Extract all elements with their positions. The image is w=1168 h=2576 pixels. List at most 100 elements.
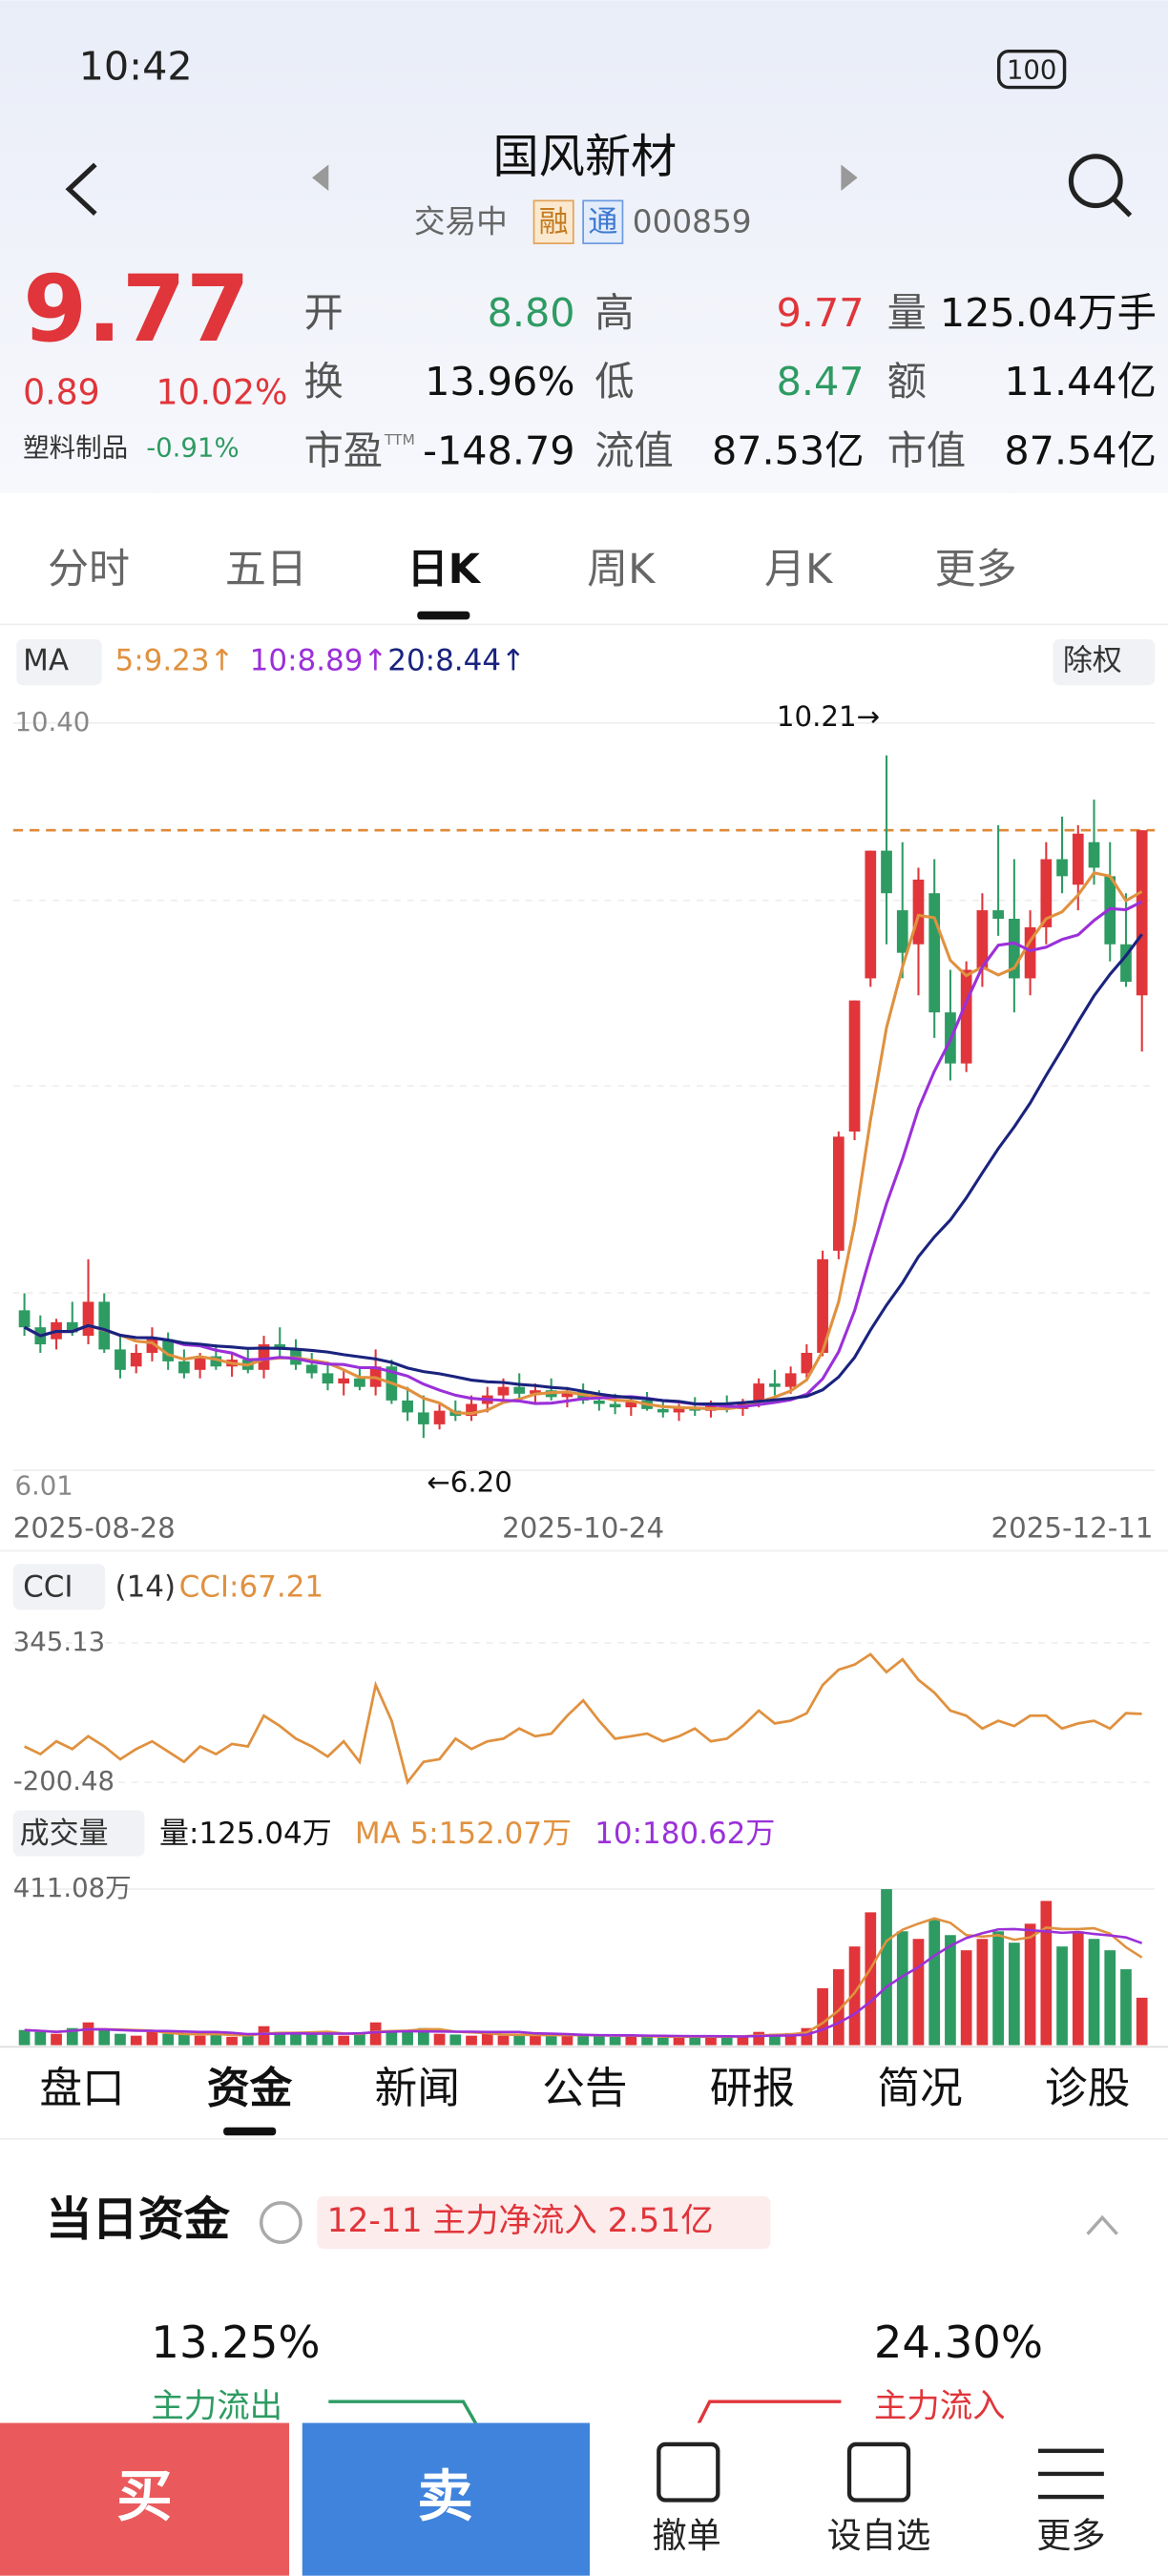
- vol-item: MA 5:152.07万: [355, 1817, 572, 1851]
- buy-button[interactable]: [0, 2422, 289, 2576]
- top-bg: [0, 0, 1168, 493]
- subtab[interactable]: 资金: [207, 2063, 293, 2113]
- volume-bar: [481, 2033, 493, 2046]
- candle-body: [784, 1373, 797, 1387]
- volume-bar: [98, 2029, 111, 2046]
- field-label: 量: [887, 290, 927, 336]
- field-sup: TTM: [384, 431, 415, 448]
- change-pct: 10.02%: [156, 371, 288, 412]
- field-label: 低: [594, 359, 634, 405]
- volume-bar: [305, 2034, 318, 2046]
- candle-body: [1056, 859, 1068, 877]
- collapse[interactable]: [1086, 2214, 1118, 2235]
- ma-select[interactable]: [16, 639, 102, 686]
- subtab-indicator: [223, 2127, 277, 2136]
- vol-tick-label: 411.08万: [13, 1873, 132, 1903]
- candle-body: [1136, 830, 1148, 996]
- candle-body: [402, 1400, 413, 1413]
- volume-bar: [34, 2031, 47, 2046]
- tab[interactable]: 五日: [225, 546, 307, 593]
- candle-body: [18, 1310, 31, 1328]
- volume-bar: [1056, 1946, 1068, 2046]
- tab[interactable]: 更多: [935, 546, 1017, 593]
- volume-bar: [817, 1987, 828, 2046]
- volume-bar: [594, 2036, 605, 2046]
- subtab[interactable]: 盘口: [39, 2063, 125, 2113]
- volume-bar: [210, 2033, 222, 2046]
- candle-body: [1009, 918, 1020, 979]
- subtab[interactable]: 研报: [710, 2063, 796, 2113]
- back-button[interactable]: [65, 162, 97, 217]
- volume-bar: [976, 1939, 989, 2046]
- volume-bar: [832, 1969, 845, 2046]
- ma-line: [23, 871, 1143, 1416]
- search-handle: [1112, 197, 1133, 218]
- volume-bar: [18, 2029, 31, 2046]
- next-stock[interactable]: [841, 164, 858, 192]
- vol-select[interactable]: [12, 1810, 145, 1857]
- volume-bar: [466, 2035, 477, 2046]
- subtab[interactable]: 简况: [877, 2063, 962, 2113]
- volume-bar: [992, 1931, 1004, 2046]
- watch-icon[interactable]: [846, 2441, 911, 2503]
- stock-code: 000859: [633, 203, 752, 239]
- tab[interactable]: 月K: [764, 546, 834, 593]
- ma-line: [23, 900, 1143, 1408]
- candle-body: [577, 1392, 589, 1401]
- candle-body: [258, 1344, 270, 1370]
- action-label[interactable]: 更多: [1036, 2515, 1105, 2556]
- candle-body: [162, 1339, 175, 1361]
- tag: 融: [539, 205, 569, 239]
- field-value: 87.53亿: [712, 427, 865, 473]
- volume-bar: [130, 2035, 142, 2046]
- change: 0.89: [23, 371, 99, 412]
- candle-body: [609, 1403, 621, 1408]
- tag-bg: [582, 199, 624, 244]
- help-icon[interactable]: [260, 2201, 302, 2244]
- candle-body: [928, 893, 941, 1013]
- badge-bg: [317, 2196, 771, 2250]
- action-label[interactable]: 撤单: [652, 2515, 720, 2556]
- price: 9.77: [23, 256, 250, 363]
- ma-label: MA: [23, 644, 69, 678]
- candle-body: [848, 1000, 861, 1132]
- prev-stock[interactable]: [312, 164, 329, 192]
- volume-bar: [960, 1950, 972, 2046]
- in-line: [697, 2399, 842, 2426]
- candle-body: [753, 1383, 765, 1402]
- volume-bar: [178, 2034, 190, 2046]
- high-label: 10.21→: [777, 700, 880, 733]
- sell-button[interactable]: [302, 2422, 591, 2576]
- candle-body: [497, 1386, 510, 1396]
- ma-item: 5:9.23↑: [115, 644, 235, 678]
- ma-line: [23, 933, 1143, 1406]
- candle-body: [194, 1356, 206, 1370]
- candle-body: [801, 1352, 813, 1374]
- volume-bar: [433, 2033, 446, 2046]
- volume-bar: [258, 2025, 270, 2046]
- tab[interactable]: 日K: [407, 546, 482, 593]
- volume-bar: [82, 2022, 94, 2046]
- candle-body: [817, 1258, 828, 1353]
- action-label[interactable]: 设自选: [827, 2515, 930, 2556]
- adjust-select[interactable]: [1053, 639, 1156, 686]
- tab[interactable]: 分时: [48, 546, 130, 593]
- cci-select[interactable]: [12, 1564, 106, 1610]
- volume-bar: [928, 1920, 941, 2046]
- search-button[interactable]: [1068, 154, 1123, 209]
- cci-tick-label: 345.13: [13, 1627, 105, 1657]
- volume-bar: [769, 2033, 781, 2046]
- more-icon[interactable]: [1038, 2448, 1104, 2500]
- candle-body: [594, 1400, 605, 1404]
- candle-body: [881, 850, 892, 894]
- candle-body: [561, 1392, 574, 1398]
- tag: 通: [588, 205, 617, 239]
- tab[interactable]: 周K: [587, 546, 657, 593]
- candle-body: [530, 1390, 541, 1394]
- volume-bar: [896, 1931, 908, 2046]
- subtab[interactable]: 诊股: [1045, 2063, 1131, 2113]
- subtab[interactable]: 新闻: [375, 2063, 461, 2113]
- cancel-icon[interactable]: [657, 2441, 720, 2503]
- tab-indicator: [417, 611, 470, 620]
- subtab[interactable]: 公告: [542, 2063, 628, 2113]
